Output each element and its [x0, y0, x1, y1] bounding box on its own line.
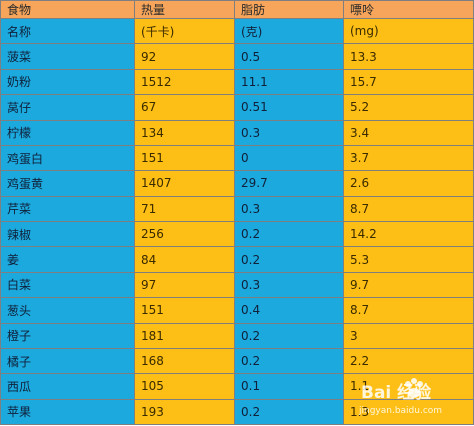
table-row: 橙子 181 0.2 3	[0, 322, 474, 349]
cell-food: 苹果	[0, 398, 135, 426]
cell-fat: 0.2	[234, 347, 344, 375]
cell-purine: 8.7	[343, 297, 474, 324]
cell-purine: 1.3	[343, 398, 474, 426]
cell-food: 姜	[0, 246, 135, 273]
cell-calories: 181	[134, 322, 235, 349]
cell-fat: 0.1	[234, 373, 344, 400]
cell-calories: 1512	[134, 68, 235, 96]
cell-calories: 84	[134, 246, 235, 273]
cell-food: 柠檬	[0, 119, 135, 146]
cell-purine: (mg)	[343, 17, 474, 45]
cell-food: 奶粉	[0, 68, 135, 96]
table-row: 西瓜 105 0.1 1.1	[0, 373, 474, 400]
table-row: 葱头 151 0.4 8.7	[0, 297, 474, 324]
header-fat: 脂肪	[234, 0, 344, 19]
cell-calories: 67	[134, 94, 235, 121]
cell-purine: 3.4	[343, 119, 474, 146]
cell-purine: 3	[343, 322, 474, 349]
table-row: 苹果 193 0.2 1.3	[0, 398, 474, 426]
cell-food: 橙子	[0, 322, 135, 349]
cell-purine: 14.2	[343, 220, 474, 248]
cell-fat: 0	[234, 144, 344, 172]
cell-fat: (克)	[234, 17, 344, 45]
table-row: 菠菜 92 0.5 13.3	[0, 43, 474, 70]
cell-calories: 168	[134, 347, 235, 375]
table-row: 橘子 168 0.2 2.2	[0, 347, 474, 375]
cell-purine: 1.1	[343, 373, 474, 400]
table-row: 芹菜 71 0.3 8.7	[0, 195, 474, 223]
header-calories: 热量	[134, 0, 235, 19]
cell-calories: 105	[134, 373, 235, 400]
cell-food: 菠菜	[0, 43, 135, 70]
table-row: 名称 (千卡) (克) (mg)	[0, 17, 474, 45]
table-row: 鸡蛋白 151 0 3.7	[0, 144, 474, 172]
cell-calories: 193	[134, 398, 235, 426]
cell-food: 芹菜	[0, 195, 135, 223]
cell-fat: 0.2	[234, 322, 344, 349]
cell-fat: 0.2	[234, 398, 344, 426]
cell-purine: 2.6	[343, 170, 474, 197]
cell-food: 辣椒	[0, 220, 135, 248]
cell-calories: 97	[134, 271, 235, 299]
table-row: 辣椒 256 0.2 14.2	[0, 220, 474, 248]
cell-fat: 11.1	[234, 68, 344, 96]
cell-food: 西瓜	[0, 373, 135, 400]
cell-purine: 5.3	[343, 246, 474, 273]
cell-food: 莴仔	[0, 94, 135, 121]
cell-calories: 151	[134, 144, 235, 172]
cell-fat: 0.5	[234, 43, 344, 70]
cell-purine: 2.2	[343, 347, 474, 375]
cell-calories: 92	[134, 43, 235, 70]
header-purine: 嘌呤	[343, 0, 474, 19]
header-row: 食物 热量 脂肪 嘌呤	[0, 0, 474, 19]
cell-purine: 15.7	[343, 68, 474, 96]
cell-purine: 8.7	[343, 195, 474, 223]
table-row: 白菜 97 0.3 9.7	[0, 271, 474, 299]
cell-purine: 9.7	[343, 271, 474, 299]
cell-fat: 0.3	[234, 119, 344, 146]
cell-calories: 1407	[134, 170, 235, 197]
cell-food: 葱头	[0, 297, 135, 324]
cell-food: 名称	[0, 17, 135, 45]
table-row: 鸡蛋黄 1407 29.7 2.6	[0, 170, 474, 197]
cell-calories: (千卡)	[134, 17, 235, 45]
cell-fat: 0.2	[234, 246, 344, 273]
table-row: 柠檬 134 0.3 3.4	[0, 119, 474, 146]
table-row: 莴仔 67 0.51 5.2	[0, 94, 474, 121]
cell-food: 鸡蛋白	[0, 144, 135, 172]
cell-fat: 0.3	[234, 271, 344, 299]
table-body: 名称 (千卡) (克) (mg) 菠菜 92 0.5 13.3 奶粉 1512 11.1 15.7 莴仔…	[0, 17, 474, 426]
cell-calories: 256	[134, 220, 235, 248]
table-row: 奶粉 1512 11.1 15.7	[0, 68, 474, 96]
cell-calories: 71	[134, 195, 235, 223]
cell-calories: 134	[134, 119, 235, 146]
cell-fat: 0.51	[234, 94, 344, 121]
cell-fat: 0.2	[234, 220, 344, 248]
cell-food: 橘子	[0, 347, 135, 375]
cell-food: 鸡蛋黄	[0, 170, 135, 197]
cell-purine: 5.2	[343, 94, 474, 121]
cell-purine: 13.3	[343, 43, 474, 70]
cell-fat: 29.7	[234, 170, 344, 197]
table-row: 姜 84 0.2 5.3	[0, 246, 474, 273]
header-food: 食物	[0, 0, 135, 19]
cell-calories: 151	[134, 297, 235, 324]
cell-fat: 0.3	[234, 195, 344, 223]
cell-purine: 3.7	[343, 144, 474, 172]
cell-fat: 0.4	[234, 297, 344, 324]
cell-food: 白菜	[0, 271, 135, 299]
